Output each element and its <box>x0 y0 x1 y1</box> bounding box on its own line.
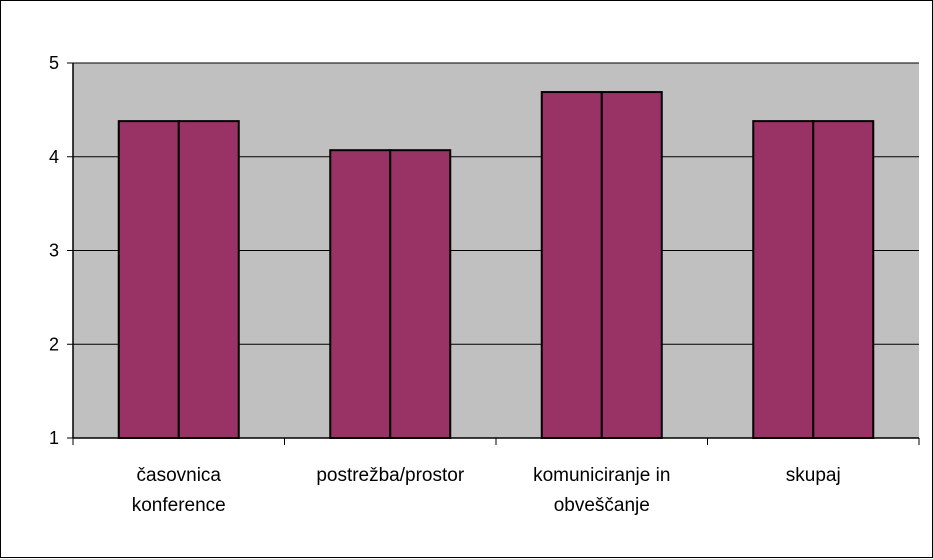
x-category-label-line: komuniciranje in <box>533 465 670 486</box>
bar <box>812 120 875 439</box>
bar <box>329 149 392 439</box>
y-tick-label: 4 <box>49 147 59 167</box>
bar <box>540 91 603 439</box>
x-category-label-line: konference <box>132 495 226 516</box>
x-category-label-line: obveščanje <box>554 495 650 516</box>
x-category-label: časovnica konference <box>132 465 226 516</box>
y-tick-label: 1 <box>49 428 59 448</box>
x-category-label-line: skupaj <box>786 465 841 486</box>
y-tick-label: 2 <box>49 334 59 354</box>
bar <box>752 120 815 439</box>
bar <box>117 120 180 439</box>
x-category-label-line: časovnica <box>137 465 222 486</box>
y-tick-label: 3 <box>49 241 59 261</box>
bar <box>177 120 240 439</box>
x-category-label: skupaj <box>786 465 841 486</box>
axes <box>67 62 920 445</box>
bars <box>117 91 875 439</box>
y-tick-label: 5 <box>49 53 59 73</box>
labels: 1 2 3 4 5 časovnica konference postrežba/prosto… <box>49 53 841 516</box>
x-category-label-line: postrežba/prostor <box>316 465 465 486</box>
x-category-label: komuniciranje in obveščanje <box>533 465 670 516</box>
bar <box>600 91 663 439</box>
bar <box>389 149 452 439</box>
x-category-label: postrežba/prostor <box>316 465 465 486</box>
